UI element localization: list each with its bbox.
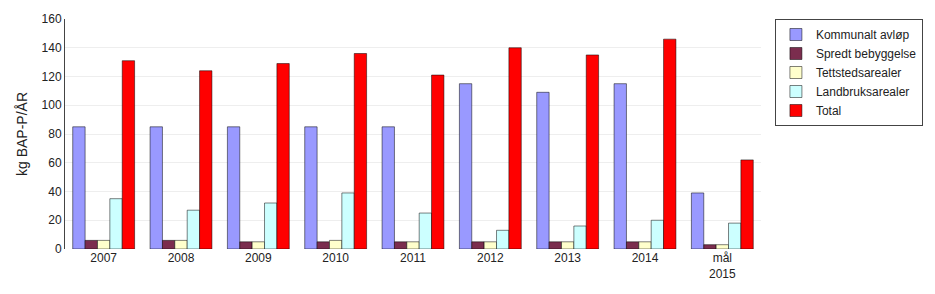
svg-text:140: 140: [42, 41, 62, 55]
svg-text:2011: 2011: [400, 251, 426, 265]
svg-text:2008: 2008: [168, 251, 195, 265]
svg-text:2012: 2012: [477, 251, 504, 265]
svg-text:kg BAP-P/ÅR: kg BAP-P/ÅR: [14, 92, 30, 176]
svg-text:2013: 2013: [554, 251, 581, 265]
svg-text:Landbruksarealer: Landbruksarealer: [816, 85, 909, 99]
svg-text:Tettstedsarealer: Tettstedsarealer: [816, 66, 901, 80]
svg-text:Spredt bebyggelse: Spredt bebyggelse: [816, 47, 916, 61]
svg-text:2007: 2007: [90, 251, 117, 265]
svg-text:2014: 2014: [632, 251, 659, 265]
svg-text:100: 100: [42, 98, 62, 112]
svg-text:80: 80: [48, 127, 62, 141]
svg-text:mål2015: mål2015: [709, 251, 736, 281]
svg-text:40: 40: [48, 185, 62, 199]
svg-text:Total: Total: [816, 104, 841, 118]
svg-text:Kommunalt avløp: Kommunalt avløp: [816, 28, 910, 42]
svg-text:2009: 2009: [245, 251, 272, 265]
svg-text:20: 20: [48, 213, 62, 227]
svg-text:0: 0: [55, 242, 62, 256]
svg-text:60: 60: [48, 156, 62, 170]
svg-text:2010: 2010: [322, 251, 349, 265]
svg-text:160: 160: [42, 12, 62, 26]
svg-text:120: 120: [42, 70, 62, 84]
